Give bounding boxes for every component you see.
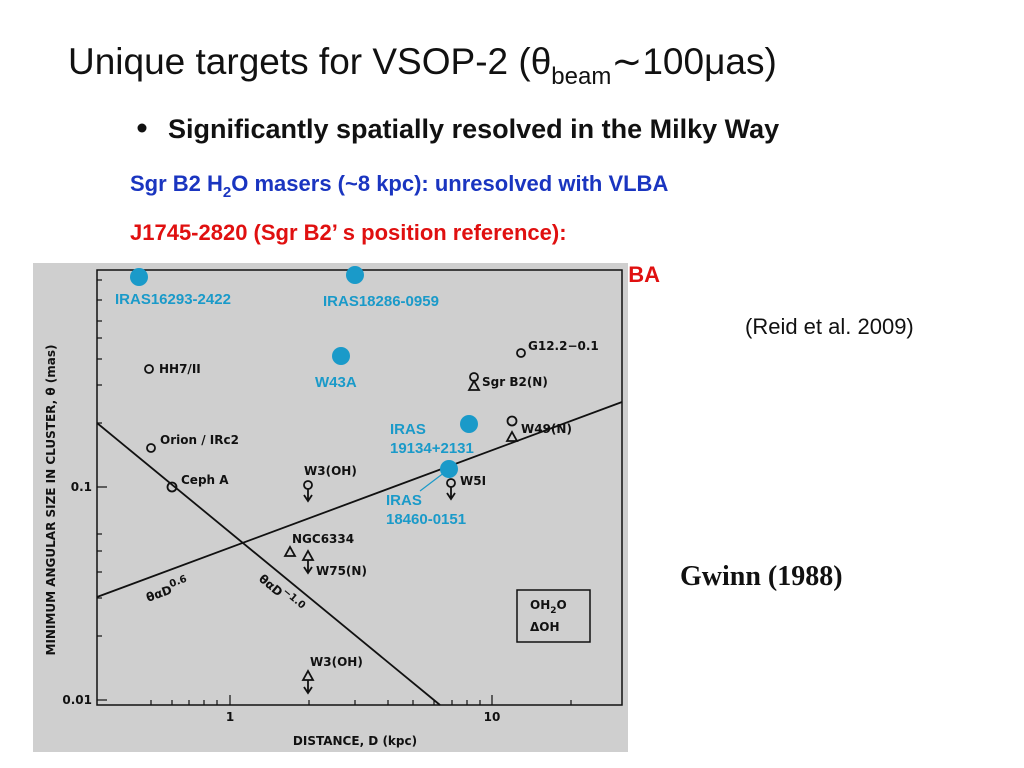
shape	[146, 443, 156, 453]
title-text: ∼100μas)	[611, 41, 776, 82]
reference: (Reid et al. 2009)	[745, 314, 914, 339]
target-label: W43A	[315, 374, 357, 391]
source-label: Sgr B2(N)	[482, 375, 548, 389]
target-label: IRAS	[386, 492, 422, 509]
legend-entry: OH2O	[530, 598, 567, 616]
shape	[303, 680, 313, 695]
x-tick-label: 10	[484, 710, 501, 724]
source-label: W49(N)	[521, 422, 572, 436]
shape	[516, 348, 526, 358]
shape	[144, 364, 154, 374]
shape	[332, 347, 350, 365]
slide-title: Unique targets for VSOP-2 (θbeam∼100μas)	[68, 41, 777, 90]
source-label: W3(OH)	[304, 464, 357, 478]
fit-line	[96, 401, 623, 598]
source-label: W75(N)	[316, 564, 367, 578]
legend-part: O	[557, 598, 567, 612]
figure-background	[33, 263, 628, 752]
pointer-line	[419, 468, 450, 492]
tick-marks	[97, 279, 572, 705]
source-label: Orion / IRc2	[160, 433, 239, 447]
y-axis-label: MINIMUM ANGULAR SIZE IN CLUSTER, θ (mas)	[44, 345, 58, 656]
legend-entry: ΔOH	[530, 620, 560, 634]
line-part: Sgr B2 H	[130, 171, 223, 196]
target-label: IRAS16293-2422	[115, 291, 231, 308]
x-tick-label: 1	[226, 710, 234, 724]
x-axis-label: DISTANCE, D (kpc)	[293, 734, 417, 748]
bullet-text: Significantly spatially resolved in the …	[168, 114, 779, 144]
line-text: Sgr B2 H2O masers (~8 kpc): unresolved w…	[130, 171, 668, 201]
target-label: IRAS18286-0959	[323, 293, 439, 310]
title-sub: beam	[551, 63, 611, 90]
fit-line	[96, 422, 441, 706]
title-text: Unique targets for VSOP-2 (θ	[68, 41, 551, 82]
figure: 0.1 0.01 1 10 DISTANCE, D (kpc) MINIMUM …	[33, 263, 628, 752]
shape	[303, 560, 313, 575]
source-label: HH7/II	[159, 362, 201, 376]
legend-sub: 2	[550, 606, 556, 616]
shape	[303, 489, 313, 503]
source-label: W5I	[460, 474, 486, 488]
shape	[467, 379, 481, 391]
source-label: NGC6334	[292, 532, 354, 546]
source-label: W3(OH)	[310, 655, 363, 669]
shape	[446, 487, 456, 501]
target-label: 19134+2131	[390, 440, 474, 457]
markers	[144, 348, 526, 695]
shape	[506, 415, 518, 427]
line-part: O masers (~8 kpc): unresolved with VLBA	[231, 171, 668, 196]
source-label: G12.2−0.1	[528, 339, 599, 353]
legend-part: OH	[530, 598, 550, 612]
target-label: 18460-0151	[386, 511, 466, 528]
shape	[460, 415, 478, 433]
line-sub: 2	[223, 184, 231, 201]
bullet-dot	[137, 123, 147, 133]
shape	[130, 268, 148, 286]
shape	[283, 545, 297, 557]
shape	[166, 481, 178, 493]
y-tick-label: 0.1	[71, 480, 92, 494]
target-label: IRAS	[390, 421, 426, 438]
shape	[346, 266, 364, 284]
credit: Gwinn (1988)	[680, 561, 843, 592]
source-label: Ceph A	[181, 473, 229, 487]
shape	[505, 430, 519, 442]
new-target-dots	[130, 266, 478, 478]
legend-box	[516, 589, 591, 643]
y-tick-label: 0.01	[62, 693, 92, 707]
line-text: J1745-2820 (Sgr B2’ s position reference…	[130, 220, 567, 245]
